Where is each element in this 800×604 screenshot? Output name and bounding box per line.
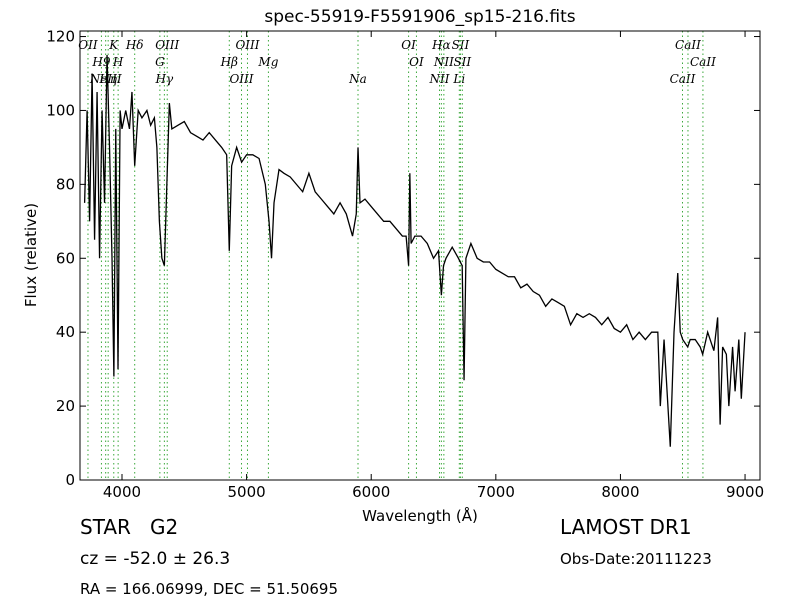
x-axis-label: Wavelength (Å) bbox=[362, 506, 478, 525]
x-tick-label: 4000 bbox=[103, 483, 141, 501]
survey: LAMOST DR1 bbox=[560, 515, 692, 539]
line-marker-label: Hβ bbox=[220, 55, 238, 69]
line-marker-label: Li bbox=[452, 72, 465, 86]
x-tick-label: 7000 bbox=[477, 483, 515, 501]
line-marker-label: OII bbox=[78, 38, 98, 52]
line-marker-label: CaII bbox=[675, 38, 701, 52]
line-marker-label: H bbox=[112, 55, 124, 69]
line-marker-label: SII bbox=[453, 55, 471, 69]
coordinates: RA = 166.06999, DEC = 51.50695 bbox=[80, 580, 338, 598]
plot-frame bbox=[79, 30, 761, 481]
y-tick-label: 100 bbox=[46, 101, 75, 119]
line-marker-label: OIII bbox=[235, 38, 259, 52]
line-marker-label: OI bbox=[401, 38, 416, 52]
y-tick-label: 120 bbox=[46, 28, 75, 46]
spectrum-line bbox=[83, 55, 746, 447]
line-marker-label: Mg bbox=[257, 55, 278, 69]
y-tick-label: 40 bbox=[56, 323, 75, 341]
y-tick-label: 80 bbox=[56, 175, 75, 193]
chart-title: spec-55919-F5591906_sp15-216.fits bbox=[264, 7, 575, 27]
line-marker-label: NII bbox=[429, 72, 450, 86]
line-marker-label: OIII bbox=[229, 72, 253, 86]
line-marker-label: OIII bbox=[155, 38, 179, 52]
line-marker-label: CaII bbox=[670, 72, 696, 86]
line-marker-label: K bbox=[108, 38, 119, 52]
y-tick-label: 0 bbox=[65, 471, 75, 489]
line-marker-label: Hγ bbox=[155, 72, 174, 86]
line-marker-label: NII bbox=[433, 55, 454, 69]
y-tick-label: 20 bbox=[56, 397, 75, 415]
object-class: STAR G2 bbox=[80, 515, 178, 539]
x-tick-label: 9000 bbox=[726, 483, 764, 501]
y-tick-label: 60 bbox=[56, 249, 75, 267]
line-marker-label: CaII bbox=[690, 55, 716, 69]
line-marker-label: SII bbox=[452, 38, 470, 52]
line-marker-label: Na bbox=[348, 72, 367, 86]
line-marker-label: Hα bbox=[431, 38, 451, 52]
line-marker-label: Hδ bbox=[125, 38, 144, 52]
x-tick-label: 5000 bbox=[228, 483, 266, 501]
line-marker-label: NeIII bbox=[89, 72, 122, 86]
x-tick-label: 6000 bbox=[352, 483, 390, 501]
x-tick-label: 8000 bbox=[601, 483, 639, 501]
redshift: cz = -52.0 ± 26.3 bbox=[80, 549, 230, 569]
line-marker-label: G bbox=[155, 55, 165, 69]
y-axis-label: Flux (relative) bbox=[22, 203, 40, 307]
obs-date: Obs-Date:20111223 bbox=[560, 550, 712, 568]
line-marker-label: OI bbox=[409, 55, 424, 69]
